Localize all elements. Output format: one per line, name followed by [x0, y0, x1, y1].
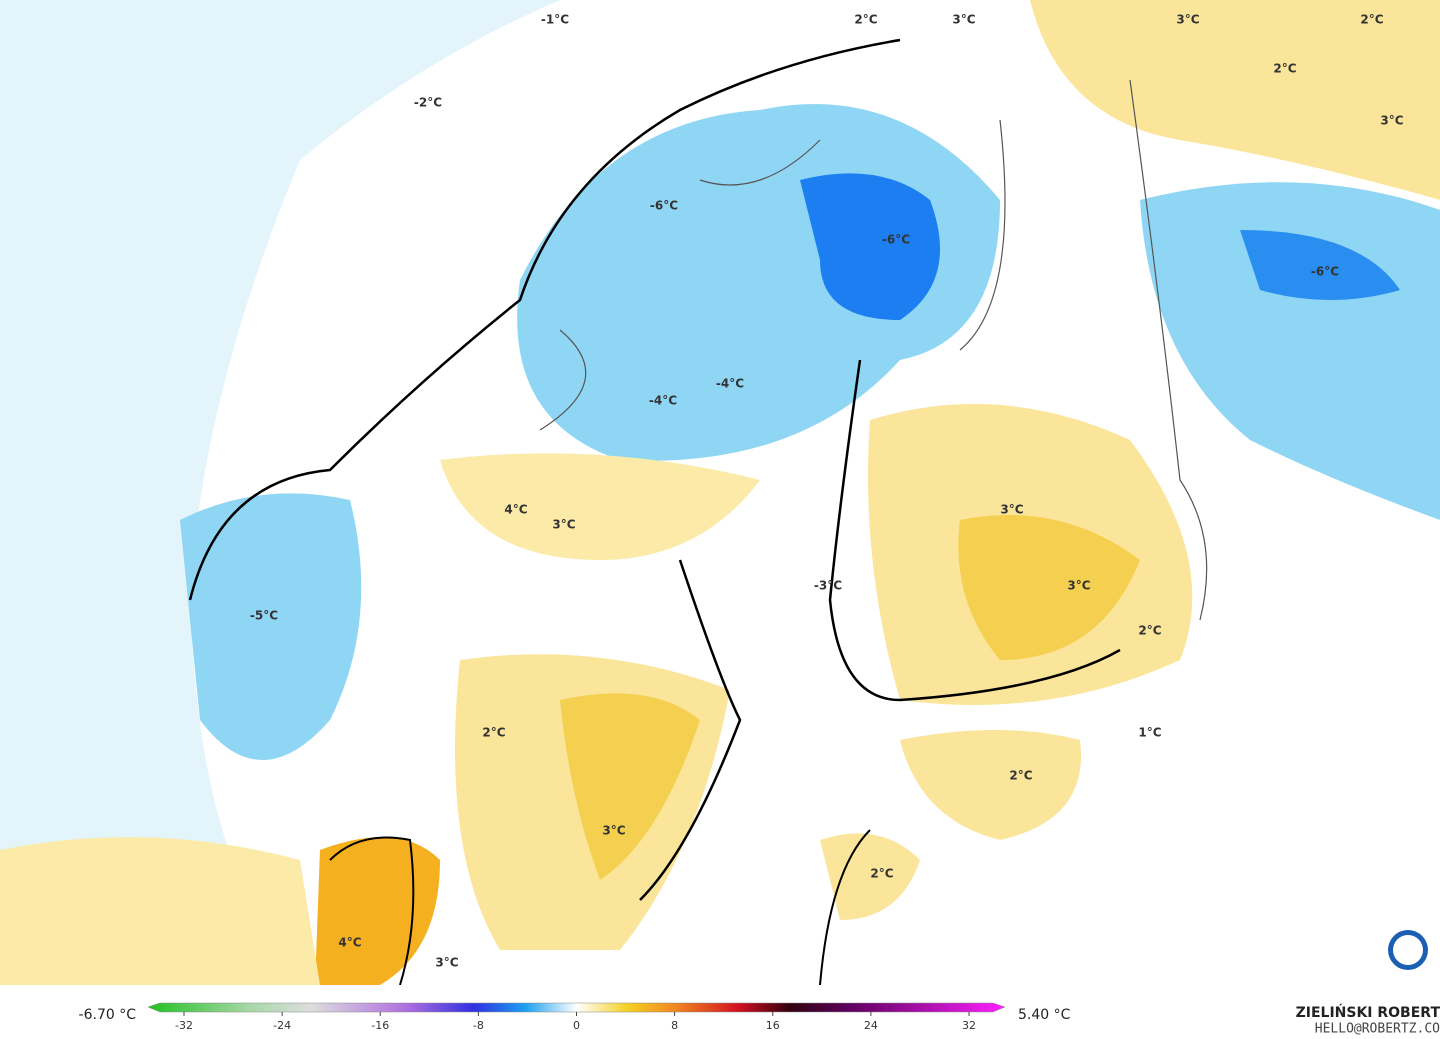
- map: [0, 0, 1440, 986]
- contour-label: 3°C: [1000, 503, 1023, 517]
- contour-label: 1°C: [1138, 726, 1161, 740]
- colorbar-tick-label: 16: [766, 1019, 780, 1032]
- contour-label: 4°C: [504, 503, 527, 517]
- contour-label: 2°C: [1360, 13, 1383, 27]
- contour-labels: -1°C -2°C 2°C 3°C 3°C 2°C 2°C 3°C -6°C -6°C -6°C -4…: [250, 13, 1404, 970]
- colorbar-tick-label: 0: [573, 1019, 580, 1032]
- contour-label: 3°C: [952, 13, 975, 27]
- colorbar-tick-label: 24: [864, 1019, 878, 1032]
- contour-label: 3°C: [552, 518, 575, 532]
- contour-label: -6°C: [882, 233, 910, 247]
- contour-label: 2°C: [870, 867, 893, 881]
- credit-name: ZIELIŃSKI ROBERT: [1296, 1003, 1440, 1021]
- contour-label: -4°C: [649, 394, 677, 408]
- colorbar-tick-label: -32: [175, 1019, 193, 1032]
- contour-label: -5°C: [250, 609, 278, 623]
- contour-label: 2°C: [1273, 62, 1296, 76]
- contour-label: 2°C: [854, 13, 877, 27]
- noaa-logo-inner: [1393, 935, 1423, 965]
- contour-label: 3°C: [1176, 13, 1199, 27]
- contour-label: -6°C: [1311, 265, 1339, 279]
- contour-label: 2°C: [482, 726, 505, 740]
- credit-email: HELLO@ROBERTZ.CO: [1315, 1022, 1440, 1036]
- contour-label: -3°C: [814, 579, 842, 593]
- colorbar-ticks: -32 -24 -16 -8 0 8 16 24 32: [175, 1012, 976, 1032]
- contour-label: 2°C: [1009, 769, 1032, 783]
- contour-label: -4°C: [716, 377, 744, 391]
- contour-label: 4°C: [338, 936, 361, 950]
- contour-label: 2°C: [1138, 624, 1161, 638]
- legend-max: 5.40 °C: [1018, 1007, 1071, 1023]
- colorbar-tick-label: -8: [473, 1019, 484, 1032]
- colorbar-tick-label: 8: [671, 1019, 678, 1032]
- contour-label: -6°C: [650, 199, 678, 213]
- colorbar-tick-label: -16: [371, 1019, 389, 1032]
- contour-label: 3°C: [435, 956, 458, 970]
- contour-label: -1°C: [541, 13, 569, 27]
- contour-label: 3°C: [1067, 579, 1090, 593]
- colorbar: [147, 1002, 1006, 1013]
- contour-label: 3°C: [602, 824, 625, 838]
- colorbar-tick-label: 32: [962, 1019, 976, 1032]
- colorbar-tick-label: -24: [273, 1019, 291, 1032]
- contour-label: -2°C: [414, 96, 442, 110]
- legend-min: -6.70 °C: [79, 1007, 137, 1023]
- contour-label: 3°C: [1380, 114, 1403, 128]
